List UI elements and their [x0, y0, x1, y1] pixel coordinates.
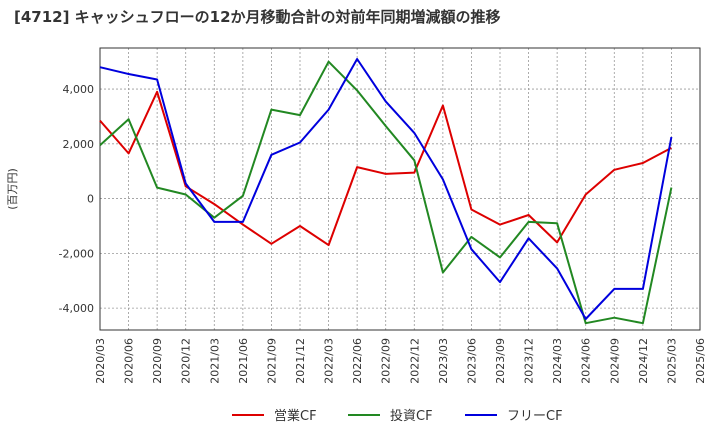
x-tick-label: 2024/03	[551, 338, 564, 384]
x-tick-label: 2025/03	[665, 338, 678, 384]
y-tick-label: 2,000	[63, 138, 95, 151]
x-tick-label: 2021/12	[294, 338, 307, 384]
y-tick-label: 0	[87, 193, 94, 206]
x-tick-label: 2020/09	[151, 338, 164, 384]
legend-label: 営業CF	[274, 408, 317, 424]
x-tick-label: 2022/03	[323, 338, 336, 384]
series-line	[99, 58, 673, 320]
legend-label: 投資CF	[390, 408, 433, 424]
series-line	[99, 90, 672, 247]
plot-frame	[99, 47, 701, 331]
x-tick-label: 2021/09	[265, 338, 278, 384]
x-tick-label: 2023/03	[437, 338, 450, 384]
x-tick-label: 2024/09	[608, 338, 621, 384]
x-tick-label: 2025/06	[694, 338, 707, 384]
x-tick-label: 2020/12	[180, 338, 193, 384]
x-tick-label: 2023/06	[465, 338, 478, 384]
x-tick-label: 2022/09	[380, 338, 393, 384]
x-tick-label: 2023/12	[523, 338, 536, 384]
series-line	[99, 60, 673, 325]
x-tick-label: 2024/06	[580, 338, 593, 384]
x-tick-label: 2021/03	[208, 338, 221, 384]
legend-label: フリーCF	[507, 409, 563, 424]
series-lines	[99, 58, 673, 325]
y-tick-label: 4,000	[63, 83, 95, 96]
y-tick-label: -4,000	[59, 302, 94, 315]
plot-border	[99, 47, 701, 331]
y-axis-label: (百万円)	[6, 168, 19, 210]
x-axis-ticks: 2020/03 2020/06 2020/09 2020/12 2021/03 2021/…	[94, 338, 707, 384]
x-tick-label: 2022/12	[408, 338, 421, 384]
y-tick-label: -2,000	[59, 247, 94, 260]
x-tick-label: 2023/09	[494, 338, 507, 384]
x-tick-label: 2020/03	[94, 338, 107, 384]
x-tick-label: 2020/06	[123, 338, 136, 384]
plot-area	[100, 48, 700, 330]
chart-title: [4712] キャッシュフローの12か月移動合計の対前年同期増減額の推移	[14, 8, 501, 26]
x-tick-label: 2021/06	[237, 338, 250, 384]
legend: 営業CF 投資CF フリーCF	[232, 408, 563, 424]
y-axis-ticks: -4,000 -2,000 0 2,000 4,000	[59, 83, 94, 315]
x-tick-label: 2022/06	[351, 338, 364, 384]
x-tick-label: 2024/12	[637, 338, 650, 384]
